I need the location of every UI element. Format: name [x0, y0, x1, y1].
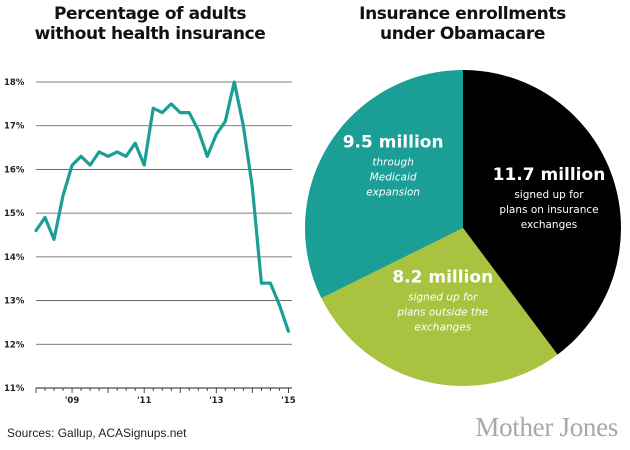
pie-description-line: expansion: [366, 187, 420, 199]
y-tick-label: 16%: [4, 165, 25, 175]
source-note: Sources: Gallup, ACASignups.net: [7, 426, 187, 440]
pie-description-line: plans on insurance: [499, 204, 598, 216]
x-tick-label: '11: [137, 396, 152, 406]
pie-value-label: 9.5 million: [343, 133, 444, 153]
brand-logo: Mother Jones: [475, 412, 618, 442]
pie-description-line: signed up for: [514, 189, 584, 201]
pie-slice: [321, 228, 558, 386]
pie-description-line: Medicaid: [370, 172, 417, 184]
y-tick-label: 17%: [4, 122, 25, 132]
x-tick-label: '09: [65, 396, 80, 406]
pie-chart-title-line-2: under Obamacare: [380, 24, 545, 44]
pie-value-label: 8.2 million: [392, 268, 493, 288]
y-tick-label: 13%: [4, 297, 25, 307]
pie-description-line: plans outside the: [396, 307, 488, 319]
x-tick-label: '13: [209, 396, 224, 406]
x-tick-label: '15: [281, 396, 296, 406]
y-tick-label: 11%: [4, 384, 25, 394]
line-chart-title-line-2: without health insurance: [34, 24, 266, 44]
pie-value-label: 11.7 million: [493, 165, 606, 185]
pie-chart-title: Insurance enrollments under Obamacare: [300, 4, 625, 44]
y-tick-label: 15%: [4, 209, 25, 219]
y-tick-label: 18%: [4, 78, 25, 88]
pie-slice: [463, 70, 621, 355]
y-tick-label: 14%: [4, 253, 25, 263]
line-chart-title-line-1: Percentage of adults: [53, 4, 247, 24]
pie-slice: [305, 70, 463, 299]
pie-description-line: through: [372, 157, 414, 169]
line-chart-title: Percentage of adults without health insu…: [10, 4, 290, 44]
y-tick-label: 12%: [4, 340, 25, 350]
pie-description-line: signed up for: [408, 292, 478, 304]
pie-chart-title-line-1: Insurance enrollments: [359, 4, 566, 24]
pie-description-line: exchanges: [521, 219, 577, 231]
pie-description-line: exchanges: [414, 322, 471, 334]
